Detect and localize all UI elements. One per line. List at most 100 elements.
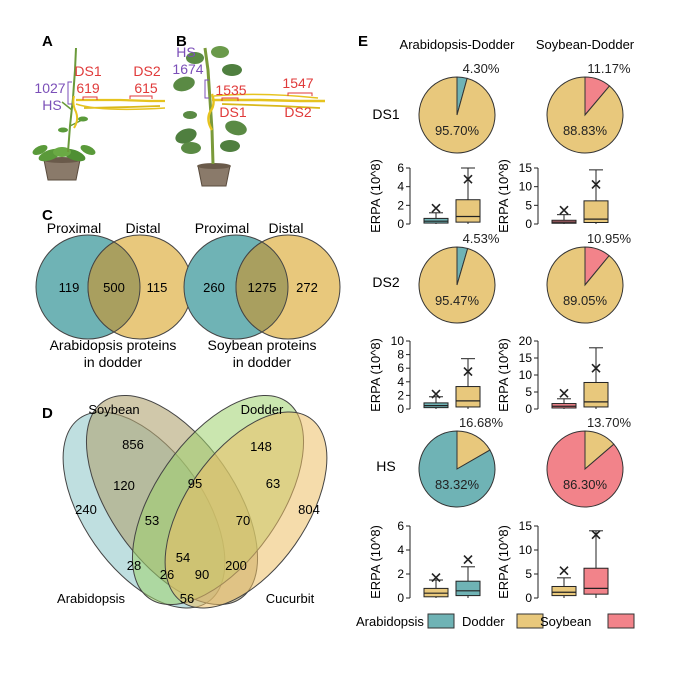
count-soybean-cucurbit: 200 bbox=[225, 558, 247, 573]
box-arabidopsis bbox=[423, 203, 449, 224]
boxplot-hs-arabidopsis: 0 2 4 6 ERPA (10^8) bbox=[368, 519, 481, 605]
mean-marker bbox=[463, 367, 473, 377]
box-iqr bbox=[455, 580, 481, 597]
legend-swatch-soybean bbox=[607, 613, 635, 629]
ds1-label-b: DS1 bbox=[219, 104, 246, 120]
box-arabidopsis bbox=[423, 389, 449, 409]
distal-label: Distal bbox=[268, 220, 303, 236]
count-dodder-cucurbit: 63 bbox=[266, 476, 280, 491]
hs-bracket-b bbox=[204, 79, 209, 99]
y-tick-label: 15 bbox=[519, 161, 533, 175]
count-cucurbit-only: 804 bbox=[298, 502, 320, 517]
pie-ds2-arabidopsis: 4.53% 95.47% bbox=[418, 231, 500, 324]
y-tick-label: 0 bbox=[397, 217, 404, 231]
panel-letter-a: A bbox=[42, 33, 53, 50]
y-tick-label: 4 bbox=[397, 180, 404, 194]
y-tick-label: 10 bbox=[519, 180, 533, 194]
mean-marker bbox=[431, 389, 441, 399]
set-label-cucurbit: Cucurbit bbox=[266, 591, 315, 606]
y-tick-label: 6 bbox=[397, 519, 404, 533]
box-iqr bbox=[583, 200, 609, 224]
pie-hs-arabidopsis: 16.68% 83.32% bbox=[418, 415, 503, 508]
count-arabidopsis-dodder-cucurbit: 26 bbox=[160, 567, 174, 582]
legend-label-dodder: Dodder bbox=[462, 614, 505, 629]
pie-label-arabidopsis: 83.32% bbox=[435, 477, 480, 492]
pie-label-soybean: 11.17% bbox=[587, 61, 631, 76]
caption-line-1: Soybean proteins bbox=[208, 337, 317, 353]
pie-ds2-soybean: 10.95% 89.05% bbox=[546, 231, 631, 324]
mean-marker bbox=[431, 203, 441, 213]
box-dodder bbox=[583, 169, 609, 224]
boxplot-ds1-soybean: 0 5 10 15 ERPA (10^8) bbox=[496, 159, 609, 233]
set-label-soybean: Soybean bbox=[88, 402, 139, 417]
legend-swatch-dodder bbox=[516, 613, 544, 629]
ds1-bracket-a bbox=[82, 96, 98, 100]
box-iqr bbox=[583, 567, 609, 595]
ds2-bracket-a bbox=[129, 95, 153, 99]
mean-marker bbox=[591, 530, 601, 540]
box-dodder bbox=[551, 566, 577, 598]
count-dodder-only: 148 bbox=[250, 439, 272, 454]
panel-letter-c: C bbox=[42, 207, 53, 224]
box-soybean bbox=[583, 530, 609, 598]
count-shared: 1275 bbox=[248, 280, 277, 295]
count-proximal-only: 119 bbox=[59, 280, 80, 295]
row-label-ds2: DS2 bbox=[372, 274, 399, 290]
y-tick-label: 5 bbox=[525, 385, 532, 399]
count-distal-only: 115 bbox=[147, 280, 168, 295]
y-tick-label: 2 bbox=[397, 198, 404, 212]
y-tick-label: 2 bbox=[397, 388, 404, 402]
ds1-count-a: 619 bbox=[76, 80, 100, 96]
y-tick-label: 5 bbox=[525, 567, 532, 581]
y-tick-label: 6 bbox=[397, 161, 404, 175]
count-arabidopsis-soybean: 120 bbox=[113, 478, 135, 493]
count-arabidopsis-cucurbit: 56 bbox=[180, 591, 194, 606]
row-label-hs: HS bbox=[376, 458, 395, 474]
box-dodder bbox=[455, 167, 481, 224]
count-arabidopsis-soybean-dodder: 53 bbox=[145, 513, 159, 528]
ds2-label-a: DS2 bbox=[133, 63, 160, 79]
column-header-arabidopsis-dodder: Arabidopsis-Dodder bbox=[400, 37, 516, 52]
legend-label-arabidopsis: Arabidopsis bbox=[356, 614, 424, 629]
box-arabidopsis bbox=[455, 555, 481, 598]
pie-label-arabidopsis: 4.53% bbox=[463, 231, 500, 246]
mean-marker bbox=[591, 363, 601, 373]
ds2-count-b: 1547 bbox=[282, 75, 313, 91]
y-tick-label: 6 bbox=[397, 361, 404, 375]
mean-marker bbox=[591, 179, 601, 189]
pie-slice-dodder bbox=[546, 76, 624, 154]
y-tick-label: 0 bbox=[525, 217, 532, 231]
mean-marker bbox=[559, 205, 569, 215]
mean-marker bbox=[559, 566, 569, 576]
panel-letter-d: D bbox=[42, 405, 53, 422]
box-iqr bbox=[455, 386, 481, 408]
count-soybean-dodder: 95 bbox=[188, 476, 202, 491]
pie-charts: 4.30% 95.70% 11.17% 88.83% 4.53% 95.47% 10.95%… bbox=[418, 61, 631, 508]
venn-soybean-proximal-distal: Proximal Distal 260 1275 272 Soybean pro… bbox=[183, 220, 341, 370]
y-tick-label: 20 bbox=[519, 334, 533, 348]
distal-label: Distal bbox=[125, 220, 160, 236]
boxplot-hs-soybean: 0 5 10 15 ERPA (10^8) bbox=[496, 519, 609, 605]
caption-line-2: in dodder bbox=[84, 354, 143, 370]
pie-label-soybean: 86.30% bbox=[563, 477, 608, 492]
venn-overlap bbox=[235, 241, 289, 333]
y-axis-title: ERPA (10^8) bbox=[496, 159, 511, 233]
ds2-bracket-b bbox=[287, 92, 313, 96]
soybean-plant-illustration bbox=[173, 46, 325, 187]
pie-ds1-arabidopsis: 4.30% 95.70% bbox=[418, 61, 500, 154]
caption-line-1: Arabidopsis proteins bbox=[50, 337, 177, 353]
y-tick-label: 15 bbox=[519, 351, 533, 365]
mean-marker bbox=[559, 388, 569, 398]
ds2-label-b: DS2 bbox=[284, 104, 311, 120]
venn-arabidopsis-proximal-distal: Proximal Distal 119 500 115 Arabidopsis … bbox=[35, 220, 193, 370]
pie-label-dodder: 95.47% bbox=[435, 293, 480, 308]
box-dodder bbox=[455, 358, 481, 409]
y-tick-label: 4 bbox=[397, 543, 404, 557]
count-arabidopsis-dodder: 28 bbox=[127, 558, 141, 573]
hs-bracket-a bbox=[67, 81, 72, 105]
count-soybean-dodder-cucurbit: 70 bbox=[236, 513, 250, 528]
box-soybean bbox=[551, 388, 577, 409]
count-arabidopsis-only: 240 bbox=[75, 502, 97, 517]
